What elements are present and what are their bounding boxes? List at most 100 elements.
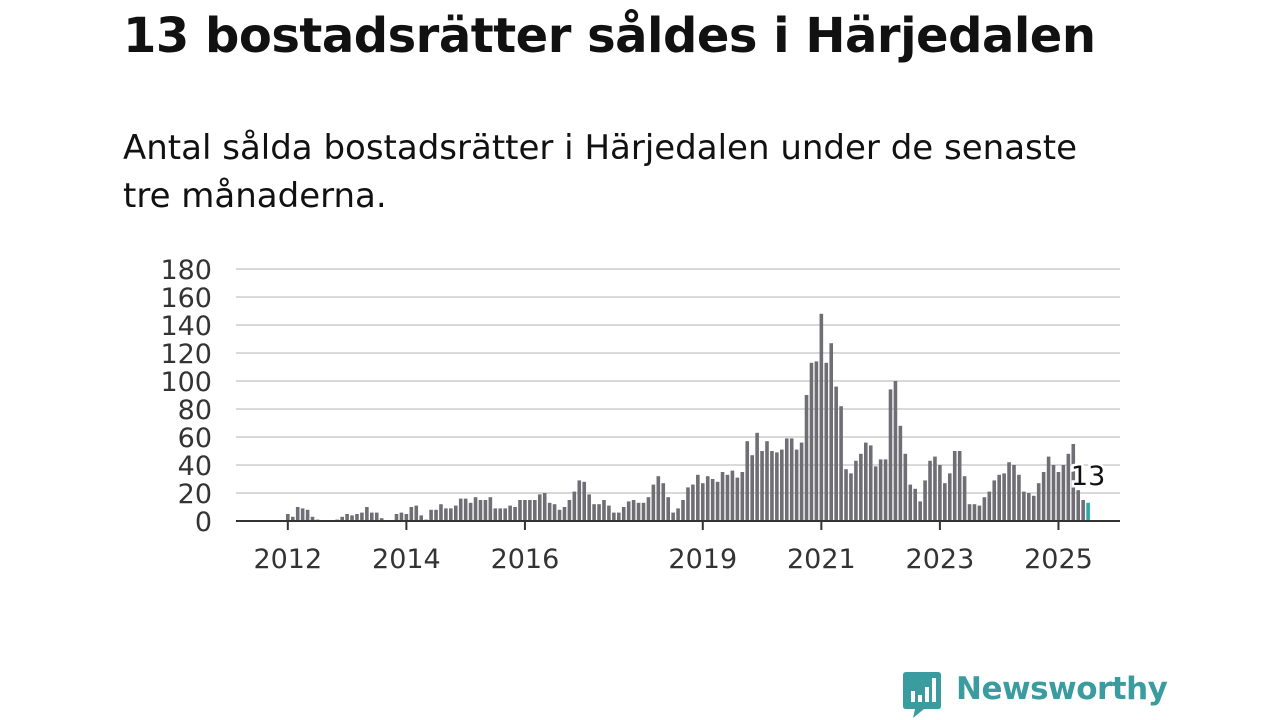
bar: [552, 504, 557, 521]
bar: [908, 484, 913, 521]
bar: [350, 515, 354, 521]
bar: [933, 456, 937, 521]
newsworthy-logo-text: Newsworthy: [956, 671, 1168, 707]
bar: [977, 505, 982, 521]
bar: [355, 514, 359, 521]
bar: [1061, 465, 1066, 521]
bar: [997, 474, 1001, 521]
bar: [473, 497, 478, 521]
bar: [439, 504, 443, 521]
bar: [503, 508, 507, 521]
grid-lines: [236, 268, 1120, 494]
bar: [518, 500, 522, 521]
bar: [399, 512, 404, 521]
bar: [1041, 472, 1046, 521]
bar: [345, 514, 349, 521]
bar: [765, 441, 769, 521]
bar: [696, 474, 700, 521]
bar: [829, 343, 834, 521]
bar: [444, 508, 448, 521]
bar: [705, 476, 710, 521]
bar: [804, 395, 809, 521]
bar: [533, 500, 537, 521]
bar: [676, 508, 680, 521]
bar: [789, 438, 794, 521]
y-tick-label: 60: [178, 423, 212, 454]
x-tick-label: 2016: [491, 544, 560, 575]
highlight-value-label: 13: [1071, 461, 1105, 492]
y-tick-label: 120: [160, 339, 212, 370]
bar: [1051, 465, 1056, 521]
bar: [656, 476, 661, 521]
bar: [498, 508, 503, 521]
chart-subtitle: Antal sålda bostadsrätter i Härjedalen u…: [123, 128, 1077, 216]
bar: [463, 498, 468, 521]
newsworthy-logo[interactable]: Newsworthy: [902, 670, 1168, 720]
bar: [780, 449, 784, 521]
bar: [666, 497, 670, 521]
bar: [814, 361, 819, 521]
bar: [923, 480, 927, 521]
bar: [468, 502, 473, 521]
bar: [893, 381, 898, 521]
bar: [819, 313, 824, 521]
bar: [710, 479, 715, 521]
x-tick-label: 2021: [787, 544, 856, 575]
bar: [572, 491, 577, 521]
bar: [577, 480, 582, 521]
bar: [621, 507, 626, 521]
bar: [295, 507, 300, 521]
bar: [947, 473, 952, 521]
bar: [488, 497, 493, 521]
bar-series: [286, 313, 1090, 521]
bar: [547, 502, 552, 521]
x-tick-label: 2019: [668, 544, 737, 575]
bar: [617, 512, 621, 521]
bar: [878, 459, 883, 521]
bar: [957, 451, 962, 521]
bar: [770, 451, 774, 521]
bar: [419, 515, 423, 521]
bar: [429, 509, 433, 521]
bar: [691, 484, 695, 521]
bar: [715, 481, 720, 521]
bar: [913, 488, 917, 521]
y-tick-label: 20: [178, 479, 212, 510]
y-tick-label: 40: [178, 451, 212, 482]
bar: [854, 460, 858, 521]
bar: [458, 498, 463, 521]
bar: [844, 469, 848, 521]
bar: [1081, 500, 1085, 521]
bar: [745, 441, 750, 521]
bar: [938, 465, 942, 521]
bar: [784, 438, 789, 521]
bar: [636, 502, 641, 521]
bar: [537, 494, 542, 521]
bar: [1027, 493, 1031, 521]
page-title: 13 bostadsrätter såldes i Härjedalen: [123, 8, 1096, 64]
bar: [1071, 444, 1076, 521]
bar: [434, 509, 438, 521]
y-tick-label: 140: [160, 311, 212, 342]
bar: [952, 451, 957, 521]
y-tick-label: 180: [160, 255, 212, 286]
newsworthy-logo-icon: [903, 672, 941, 718]
bar: [903, 453, 908, 521]
bar: [799, 442, 804, 521]
bar: [982, 497, 987, 521]
bar: [453, 505, 458, 521]
bar: [562, 507, 567, 521]
bar: [943, 483, 947, 521]
bar: [1066, 453, 1071, 521]
bar: [567, 500, 572, 521]
bar: [478, 500, 483, 521]
bar: [409, 507, 414, 521]
bar: [394, 514, 399, 521]
bar: [310, 516, 315, 521]
bar: [888, 389, 893, 521]
bar: [849, 473, 853, 521]
bar: [360, 512, 364, 521]
bar: [992, 480, 997, 521]
